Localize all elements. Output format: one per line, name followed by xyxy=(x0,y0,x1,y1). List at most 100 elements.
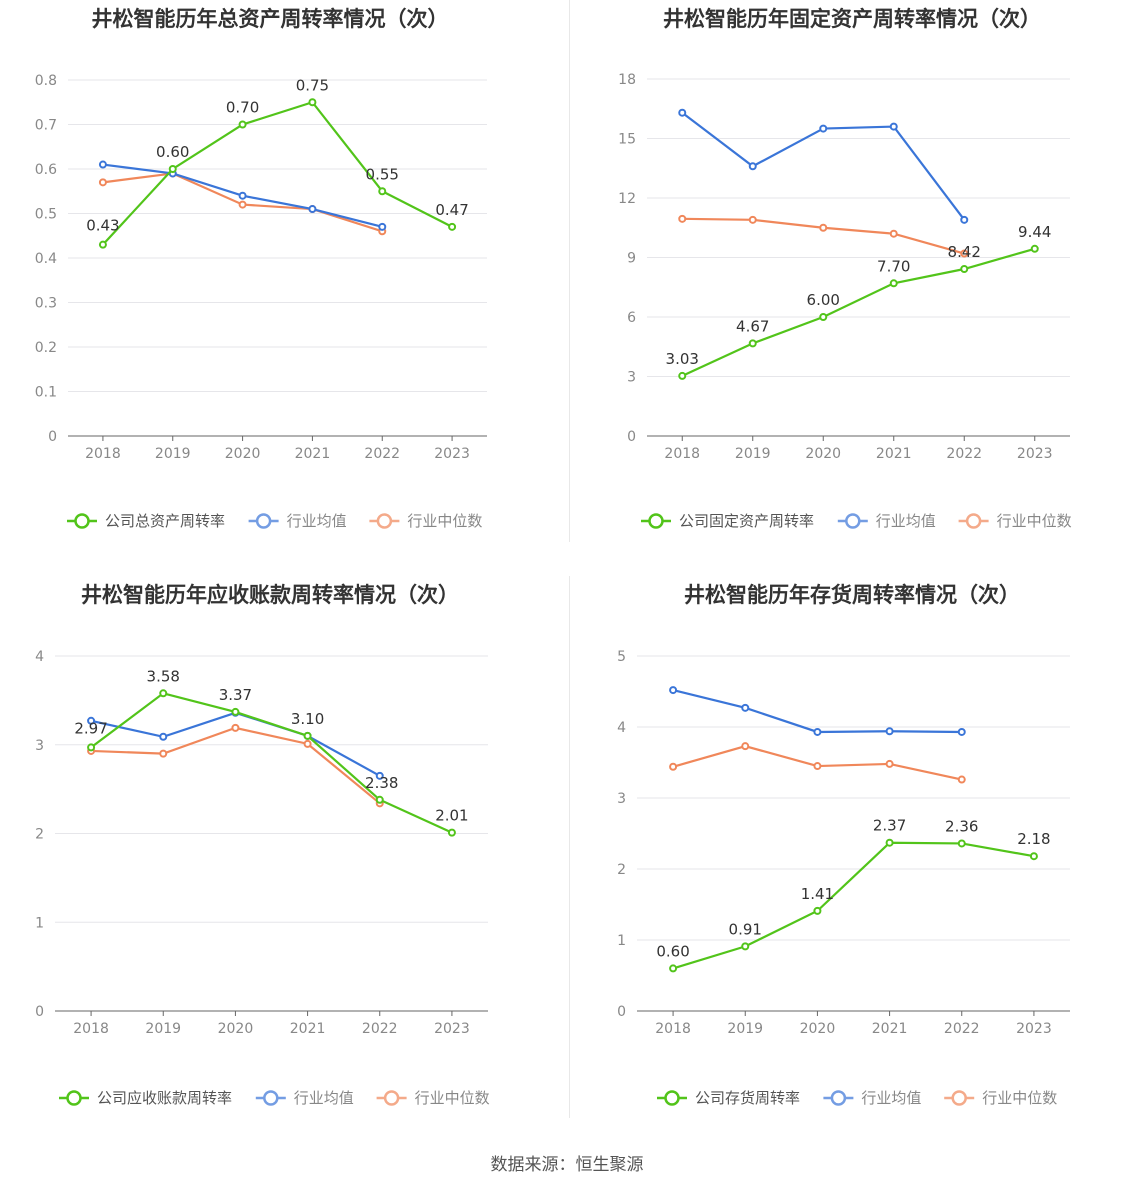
legend-item-avg[interactable]: 行业均值 xyxy=(837,512,936,530)
data-label: 0.75 xyxy=(296,76,329,94)
x-tick-label: 2018 xyxy=(85,446,121,462)
data-point-avg[interactable] xyxy=(159,732,168,741)
data-point-avg[interactable] xyxy=(308,205,317,214)
data-point-company[interactable] xyxy=(741,942,750,951)
data-point-avg[interactable] xyxy=(87,716,96,725)
data-point-company[interactable] xyxy=(303,731,312,740)
x-tick-label: 2022 xyxy=(944,1021,980,1037)
legend-item-company[interactable]: 公司存货周转率 xyxy=(657,1089,800,1107)
legend-item-avg[interactable]: 行业均值 xyxy=(255,1089,354,1107)
data-point-company[interactable] xyxy=(748,339,757,348)
data-point-avg[interactable] xyxy=(957,727,966,736)
legend-item-median[interactable]: 行业中位数 xyxy=(369,512,482,530)
legend-item-median[interactable]: 行业中位数 xyxy=(376,1089,490,1107)
data-point-company[interactable] xyxy=(889,279,898,288)
y-tick-label: 4 xyxy=(617,720,626,736)
data-point-company[interactable] xyxy=(308,98,317,107)
data-point-company[interactable] xyxy=(1030,244,1039,253)
legend-label: 行业中位数 xyxy=(997,512,1072,530)
data-label: 0.91 xyxy=(729,920,762,938)
data-point-median[interactable] xyxy=(669,762,678,771)
x-tick-label: 2021 xyxy=(295,446,331,462)
chart-title: 井松智能历年固定资产周转率情况（次） xyxy=(663,7,1041,31)
data-point-median[interactable] xyxy=(238,200,247,209)
data-point-company[interactable] xyxy=(448,222,457,231)
data-point-median[interactable] xyxy=(813,762,822,771)
data-point-company[interactable] xyxy=(231,707,240,716)
legend-item-avg[interactable]: 行业均值 xyxy=(823,1089,921,1107)
data-point-median[interactable] xyxy=(98,178,107,187)
data-point-avg[interactable] xyxy=(813,727,822,736)
data-point-avg[interactable] xyxy=(889,122,898,131)
legend-label: 公司应收账款周转率 xyxy=(97,1089,232,1107)
data-label: 0.60 xyxy=(156,143,189,161)
data-point-median[interactable] xyxy=(957,775,966,784)
series-line-company xyxy=(681,247,1036,377)
data-label: 1.41 xyxy=(801,885,834,903)
y-tick-label: 12 xyxy=(618,191,636,207)
data-point-median[interactable] xyxy=(303,739,312,748)
chart-panel: 井松智能历年存货周转率情况（次） 0 1 2 3 4 5 2018 2019 2020 2021 20… xyxy=(567,576,1134,1151)
data-point-company[interactable] xyxy=(159,689,168,698)
data-point-company[interactable] xyxy=(957,839,966,848)
data-point-company[interactable] xyxy=(813,906,822,915)
x-tick-label: 2023 xyxy=(434,446,470,462)
data-point-median[interactable] xyxy=(819,223,828,232)
data-label: 7.70 xyxy=(877,257,910,275)
chart-panel: 井松智能历年固定资产周转率情况（次） 0 3 6 9 12 15 18 2018 2019 2020… xyxy=(567,0,1134,575)
legend-item-company[interactable]: 公司固定资产周转率 xyxy=(641,512,814,530)
legend-label: 行业均值 xyxy=(287,512,347,530)
data-point-avg[interactable] xyxy=(375,771,384,780)
line-chart: 井松智能历年存货周转率情况（次） 0 1 2 3 4 5 2018 2019 2020 2021 20… xyxy=(617,583,1070,1107)
legend-label: 行业均值 xyxy=(876,512,936,530)
data-point-company[interactable] xyxy=(669,964,678,973)
series-line-company xyxy=(672,841,1035,970)
legend-item-company[interactable]: 公司应收账款周转率 xyxy=(59,1089,232,1107)
data-point-median[interactable] xyxy=(748,215,757,224)
data-point-company[interactable] xyxy=(378,187,387,196)
x-tick-label: 2020 xyxy=(218,1021,254,1037)
data-point-avg[interactable] xyxy=(885,727,894,736)
y-tick-label: 3 xyxy=(627,370,636,386)
data-label: 0.60 xyxy=(656,942,689,960)
data-point-company[interactable] xyxy=(819,313,828,321)
data-label: 2.01 xyxy=(435,807,468,825)
data-point-company[interactable] xyxy=(960,265,969,274)
data-point-company[interactable] xyxy=(375,795,384,804)
data-point-median[interactable] xyxy=(885,759,894,768)
data-label: 9.44 xyxy=(1018,223,1051,241)
data-point-company[interactable] xyxy=(885,838,894,847)
line-chart: 井松智能历年总资产周转率情况（次）00.10.20.30.40.50.60.70… xyxy=(35,7,487,530)
data-point-avg[interactable] xyxy=(960,215,969,224)
data-point-company[interactable] xyxy=(168,165,177,173)
data-point-median[interactable] xyxy=(960,249,969,258)
legend-item-median[interactable]: 行业中位数 xyxy=(944,1089,1057,1107)
data-point-median[interactable] xyxy=(231,723,240,732)
data-point-avg[interactable] xyxy=(748,162,757,171)
data-point-avg[interactable] xyxy=(98,160,107,169)
data-point-avg[interactable] xyxy=(238,191,247,200)
legend-item-company[interactable]: 公司总资产周转率 xyxy=(67,512,225,530)
data-point-company[interactable] xyxy=(238,120,247,129)
data-point-avg[interactable] xyxy=(741,703,750,712)
data-point-median[interactable] xyxy=(741,742,750,751)
divider xyxy=(569,576,570,1118)
legend-item-avg[interactable]: 行业均值 xyxy=(248,512,347,530)
y-tick-label: 0.8 xyxy=(35,73,57,89)
data-point-company[interactable] xyxy=(98,240,107,249)
data-point-company[interactable] xyxy=(678,371,687,380)
data-point-median[interactable] xyxy=(678,214,687,223)
data-point-median[interactable] xyxy=(889,229,898,238)
legend-item-median[interactable]: 行业中位数 xyxy=(958,512,1072,530)
data-point-company[interactable] xyxy=(447,828,456,837)
data-point-company[interactable] xyxy=(87,743,96,752)
data-point-avg[interactable] xyxy=(678,108,687,117)
data-point-avg[interactable] xyxy=(378,222,387,231)
data-point-median[interactable] xyxy=(159,749,168,758)
y-tick-label: 4 xyxy=(35,649,44,665)
data-point-company[interactable] xyxy=(1029,852,1038,861)
y-tick-label: 0 xyxy=(627,429,636,445)
data-point-avg[interactable] xyxy=(669,686,678,695)
data-point-avg[interactable] xyxy=(819,124,828,133)
y-tick-label: 0 xyxy=(48,429,57,445)
